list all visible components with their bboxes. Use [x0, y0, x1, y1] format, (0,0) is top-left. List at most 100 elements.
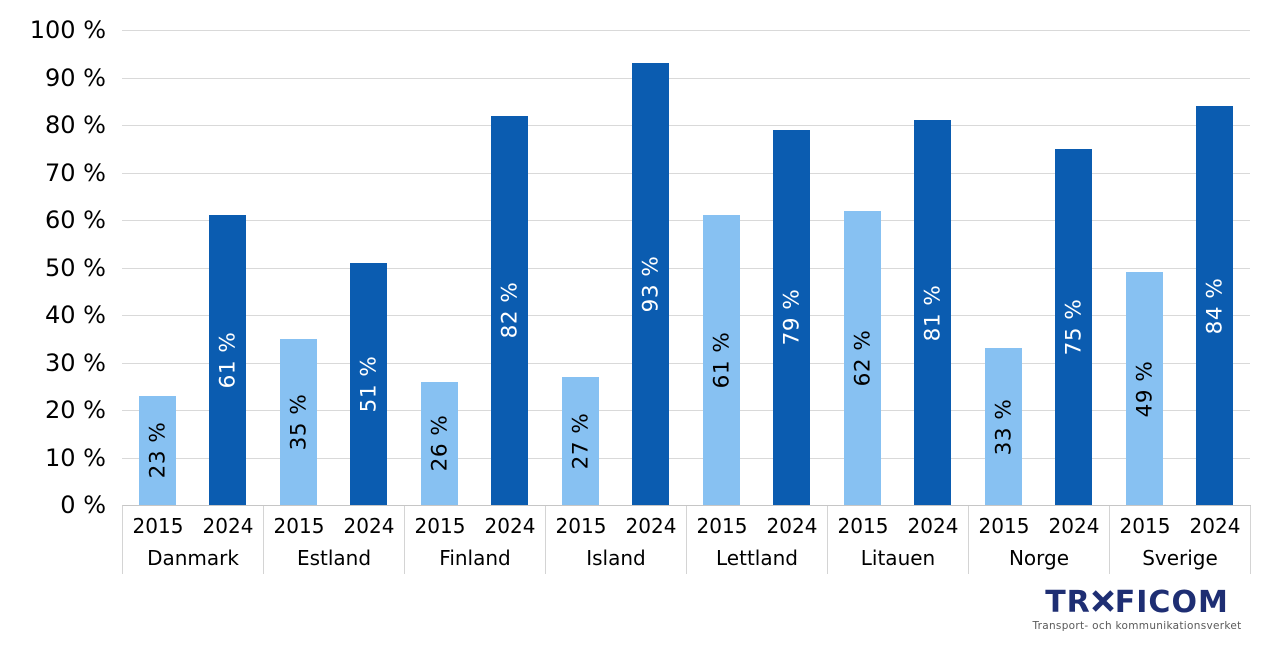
x-axis-cell-danmark: 2015 2024 Danmark: [123, 506, 264, 574]
gridline-90: [122, 77, 1250, 79]
gridline-20: [122, 410, 1250, 411]
bar-group-finland: 26 % 82 %: [404, 30, 545, 505]
country-label-norge: Norge: [1008, 546, 1070, 570]
plot-area: 23 % 61 % 35 % 51 % 26 % 82 % 27 % 93 % 61 % 79 %…: [122, 30, 1250, 505]
country-label-danmark: Danmark: [147, 546, 239, 570]
year-row: 2015 2024: [264, 506, 404, 538]
bar-value-label: 51 %: [356, 355, 381, 413]
year-row: 2015 2024: [969, 506, 1109, 538]
bar-group-litauen: 62 % 81 %: [827, 30, 968, 505]
bar-group-sverige: 49 % 84 %: [1109, 30, 1250, 505]
bar-value-label: 79 %: [779, 289, 804, 346]
bar-group-danmark: 23 % 61 %: [122, 30, 263, 505]
gridline-30: [122, 362, 1250, 364]
x-axis-cell-norge: 2015 2024 Norge: [969, 506, 1110, 574]
y-tick-label-10: 10 %: [45, 443, 106, 472]
x-axis: 2015 2024 Danmark 2015 2024 Estland 2015 2024 Fi…: [122, 505, 1251, 574]
country-label-estland: Estland: [296, 546, 372, 570]
x-axis-cell-litauen: 2015 2024 Litauen: [828, 506, 969, 574]
year-label-2024: 2024: [484, 514, 536, 538]
bar-value-label: 93 %: [638, 255, 663, 313]
year-label-2015: 2015: [273, 514, 325, 538]
year-row: 2015 2024: [546, 506, 686, 538]
gridline-70: [122, 172, 1250, 174]
year-label-2024: 2024: [907, 514, 959, 538]
bar-group-island: 27 % 93 %: [545, 30, 686, 505]
bar-island-2024: 93 %: [632, 63, 669, 505]
bar-value-label: 75 %: [1061, 298, 1086, 356]
bar-sverige-2015: 49 %: [1126, 272, 1163, 505]
bar-group-lettland: 61 % 79 %: [686, 30, 827, 505]
country-label-finland: Finland: [439, 546, 511, 570]
bar-value-label: 26 %: [427, 414, 452, 472]
bar-value-label: 61 %: [215, 331, 240, 389]
bar-value-label: 33 %: [991, 398, 1016, 455]
year-row: 2015 2024: [405, 506, 545, 538]
bar-value-label: 27 %: [568, 412, 593, 470]
bar-norge-2015: 33 %: [985, 348, 1022, 505]
x-axis-cell-finland: 2015 2024 Finland: [405, 506, 546, 574]
logo-stylized-a-icon: [1091, 588, 1114, 618]
bar-group-norge: 33 % 75 %: [968, 30, 1109, 505]
bar-estland-2015: 35 %: [280, 338, 317, 505]
year-label-2024: 2024: [766, 514, 818, 538]
year-label-2024: 2024: [202, 514, 254, 538]
logo-tagline: Transport- och kommunikationsverket: [1032, 620, 1242, 632]
y-tick-label-20: 20 %: [45, 396, 106, 424]
bar-lettland-2024: 79 %: [773, 129, 810, 505]
traficom-logo: TR FICOM Transport- och kommunikationsver…: [1012, 588, 1262, 633]
year-label-2015: 2015: [132, 514, 184, 538]
x-axis-cell-sverige: 2015 2024 Sverige: [1110, 506, 1251, 574]
bar-finland-2015: 26 %: [421, 381, 458, 505]
year-label-2015: 2015: [837, 514, 889, 538]
x-axis-cell-estland: 2015 2024 Estland: [264, 506, 405, 574]
bar-value-label: 81 %: [920, 284, 945, 341]
logo-wordmark: TR FICOM: [1012, 588, 1262, 618]
gridline-60: [122, 220, 1250, 221]
year-row: 2015 2024: [828, 506, 968, 538]
y-tick-label-0: 0 %: [60, 491, 106, 519]
gridline-80: [122, 125, 1250, 126]
bar-danmark-2015: 23 %: [139, 395, 176, 505]
bar-group-estland: 35 % 51 %: [263, 30, 404, 505]
year-row: 2015 2024: [1110, 506, 1250, 538]
bar-finland-2024: 82 %: [491, 115, 528, 505]
y-tick-label-100: 100 %: [29, 16, 106, 44]
year-label-2015: 2015: [555, 514, 607, 538]
bar-norge-2024: 75 %: [1055, 148, 1092, 505]
bars-row: 23 % 61 % 35 % 51 % 26 % 82 % 27 % 93 % 61 % 79 %…: [122, 30, 1250, 505]
year-label-2015: 2015: [414, 514, 466, 538]
y-tick-label-30: 30 %: [45, 348, 106, 377]
y-tick-label-50: 50 %: [45, 253, 106, 282]
x-axis-cell-lettland: 2015 2024 Lettland: [687, 506, 828, 574]
gridline-40: [122, 315, 1250, 316]
country-label-island: Island: [586, 546, 646, 570]
year-row: 2015 2024: [123, 506, 263, 538]
bar-sverige-2024: 84 %: [1196, 106, 1233, 505]
country-label-sverige: Sverige: [1142, 546, 1218, 570]
country-label-litauen: Litauen: [860, 546, 936, 570]
bar-island-2015: 27 %: [562, 376, 599, 505]
bar-value-label: 23 %: [145, 422, 170, 479]
y-tick-label-90: 90 %: [45, 63, 106, 92]
year-label-2015: 2015: [696, 514, 748, 538]
bar-value-label: 35 %: [286, 393, 311, 451]
country-label-lettland: Lettland: [716, 546, 798, 570]
year-row: 2015 2024: [687, 506, 827, 538]
year-label-2024: 2024: [1189, 514, 1241, 538]
bar-value-label: 49 %: [1132, 360, 1157, 417]
year-label-2024: 2024: [1048, 514, 1100, 538]
logo-text-prefix: TR: [1045, 585, 1091, 620]
y-tick-label-40: 40 %: [45, 301, 106, 329]
bar-lettland-2015: 61 %: [703, 215, 740, 505]
bar-value-label: 84 %: [1202, 277, 1227, 334]
y-tick-label-80: 80 %: [45, 111, 106, 139]
y-tick-label-70: 70 %: [45, 158, 106, 187]
bar-value-label: 62 %: [850, 329, 875, 387]
year-label-2015: 2015: [1119, 514, 1171, 538]
x-axis-cell-island: 2015 2024 Island: [546, 506, 687, 574]
bar-litauen-2024: 81 %: [914, 120, 951, 505]
bar-litauen-2015: 62 %: [844, 210, 881, 505]
gridline-50: [122, 267, 1250, 269]
